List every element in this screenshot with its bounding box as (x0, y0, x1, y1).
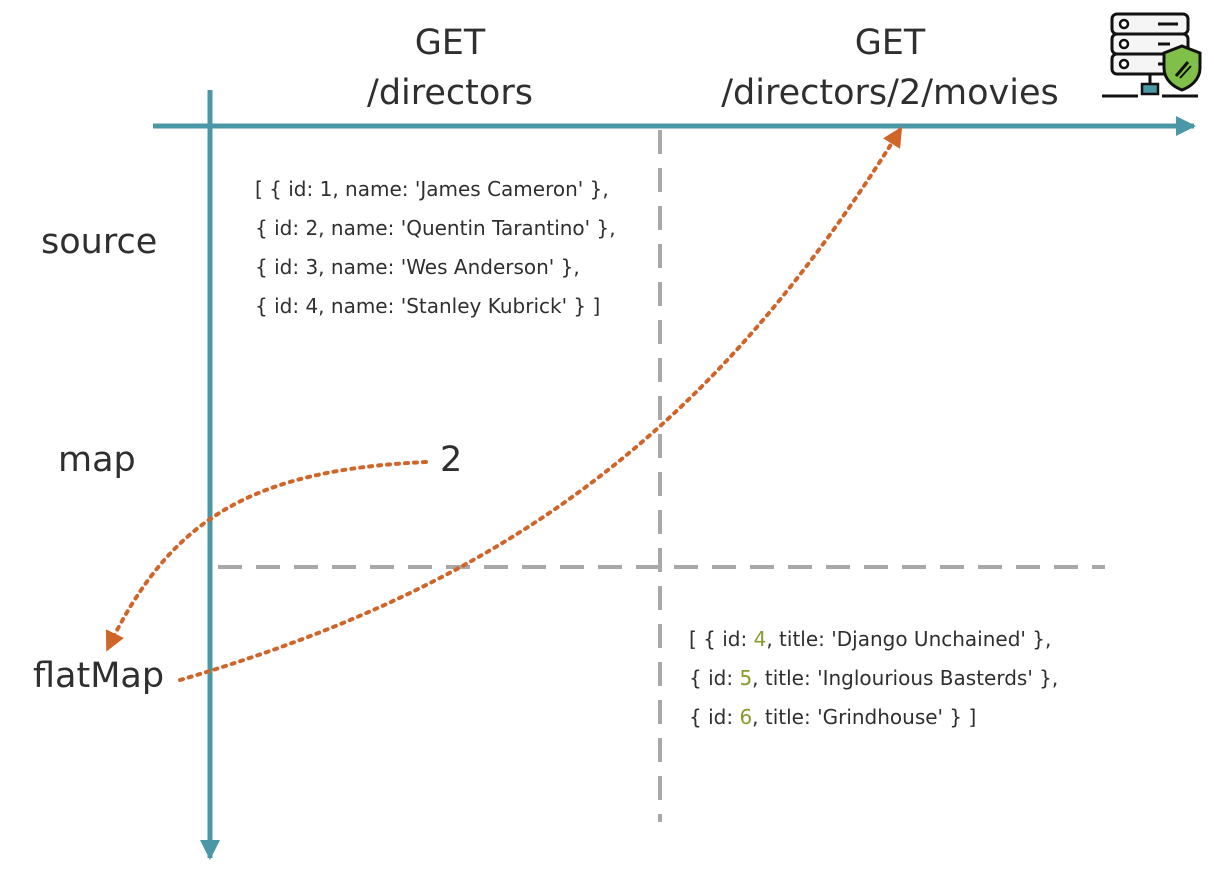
code-token: [ { id: (689, 627, 754, 651)
code-token: , title: (752, 666, 818, 690)
code-line: [ { id: 1, name: 'James Cameron' }, (255, 170, 616, 209)
map-to-flatmap-arrow (105, 460, 428, 652)
flatmap-to-request-arrow (178, 126, 903, 682)
row-label-map: map (58, 440, 136, 480)
code-token: }, (583, 177, 609, 201)
code-line: { id: 3, name: 'Wes Anderson' }, (255, 248, 616, 287)
code-token: , name: (332, 177, 415, 201)
code-token: , name: (318, 255, 401, 279)
code-token: { id: (689, 705, 740, 729)
code-token: , name: (318, 294, 401, 318)
code-token: }, (1025, 627, 1052, 651)
director-name: 'Quentin Tarantino' (400, 216, 591, 240)
code-token: { id: (255, 255, 306, 279)
movie-id: 6 (739, 705, 753, 729)
server-shield-icon (1100, 10, 1204, 106)
code-token: , title: (752, 705, 818, 729)
movie-id: 4 (753, 627, 767, 651)
director-id: 2 (305, 216, 319, 240)
movie-title: 'Inglourious Basterds' (817, 666, 1033, 690)
movie-id: 5 (739, 666, 753, 690)
code-line: { id: 5, title: 'Inglourious Basterds' }… (689, 659, 1058, 698)
code-token: [ { id: (255, 177, 320, 201)
code-line: [ { id: 4, title: 'Django Unchained' }, (689, 620, 1058, 659)
code-token: } ] (567, 294, 601, 318)
director-name: 'Wes Anderson' (400, 255, 555, 279)
code-line: { id: 6, title: 'Grindhouse' } ] (689, 698, 1058, 737)
code-token: { id: (689, 666, 740, 690)
movie-title: 'Django Unchained' (831, 627, 1026, 651)
code-token: , title: (766, 627, 832, 651)
code-line: { id: 4, name: 'Stanley Kubrick' } ] (255, 287, 616, 326)
director-id: 1 (319, 177, 333, 201)
col1-header: GET /directors (340, 18, 560, 118)
director-id: 4 (305, 294, 319, 318)
director-name: 'Stanley Kubrick' (400, 294, 568, 318)
row-label-flatmap: flatMap (33, 656, 165, 696)
code-line: { id: 2, name: 'Quentin Tarantino' }, (255, 209, 616, 248)
code-token: { id: (255, 216, 306, 240)
directors-response: [ { id: 1, name: 'James Cameron' }, { id… (255, 170, 616, 326)
col2-header: GET /directors/2/movies (700, 18, 1080, 118)
col2-path: /directors/2/movies (721, 73, 1059, 113)
col2-method: GET (854, 23, 926, 63)
director-name: 'James Cameron' (414, 177, 584, 201)
code-token: , name: (318, 216, 401, 240)
col1-path: /directors (367, 73, 533, 113)
map-output-value: 2 (440, 440, 463, 480)
code-token: }, (590, 216, 616, 240)
movies-response: [ { id: 4, title: 'Django Unchained' }, … (689, 620, 1058, 737)
code-token: }, (554, 255, 580, 279)
director-id: 3 (305, 255, 319, 279)
code-token: }, (1032, 666, 1059, 690)
code-token: } ] (943, 705, 977, 729)
col1-method: GET (414, 23, 486, 63)
code-token: { id: (255, 294, 306, 318)
movie-title: 'Grindhouse' (817, 705, 944, 729)
row-label-source: source (41, 222, 158, 262)
